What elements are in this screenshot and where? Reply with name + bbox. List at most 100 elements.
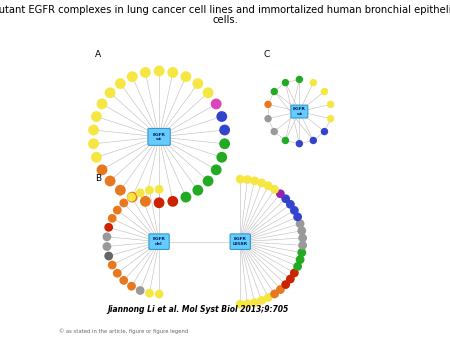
Circle shape xyxy=(103,233,111,241)
Circle shape xyxy=(264,182,273,190)
Circle shape xyxy=(127,192,138,202)
Circle shape xyxy=(270,128,278,135)
Circle shape xyxy=(154,197,165,208)
Circle shape xyxy=(296,76,303,83)
Circle shape xyxy=(155,290,163,298)
Circle shape xyxy=(180,192,191,202)
Text: C: C xyxy=(264,50,270,59)
Circle shape xyxy=(88,138,99,149)
Circle shape xyxy=(296,219,305,228)
Circle shape xyxy=(298,241,307,250)
Circle shape xyxy=(219,138,230,149)
Circle shape xyxy=(243,175,252,184)
Circle shape xyxy=(296,255,305,264)
Circle shape xyxy=(270,88,278,95)
Circle shape xyxy=(296,140,303,147)
Circle shape xyxy=(282,79,289,86)
Circle shape xyxy=(202,175,213,186)
Circle shape xyxy=(115,185,126,196)
Circle shape xyxy=(327,101,334,108)
Circle shape xyxy=(140,67,151,78)
Circle shape xyxy=(257,178,266,187)
Circle shape xyxy=(145,289,154,297)
Text: B: B xyxy=(95,173,101,183)
Circle shape xyxy=(193,185,203,196)
Circle shape xyxy=(257,296,266,305)
Circle shape xyxy=(136,188,144,197)
Circle shape xyxy=(104,251,113,260)
Circle shape xyxy=(115,78,126,89)
Circle shape xyxy=(211,165,221,175)
Circle shape xyxy=(108,214,117,223)
Circle shape xyxy=(105,175,116,186)
Circle shape xyxy=(298,234,307,242)
Circle shape xyxy=(91,111,102,122)
Circle shape xyxy=(264,293,273,302)
FancyBboxPatch shape xyxy=(291,105,308,118)
Circle shape xyxy=(286,200,295,209)
Circle shape xyxy=(167,196,178,207)
Text: EGFR
del: EGFR del xyxy=(153,237,166,246)
Circle shape xyxy=(103,242,111,251)
Circle shape xyxy=(250,298,259,307)
Text: Jiannong Li et al. Mol Syst Biol 2013;9:705: Jiannong Li et al. Mol Syst Biol 2013;9:… xyxy=(108,305,288,314)
FancyBboxPatch shape xyxy=(230,234,250,249)
Text: molecular: molecular xyxy=(371,303,410,312)
Circle shape xyxy=(293,213,302,221)
Circle shape xyxy=(250,176,259,185)
Text: A: A xyxy=(95,50,101,59)
Text: EGFR
wt: EGFR wt xyxy=(153,132,166,141)
Text: systems: systems xyxy=(374,311,406,320)
Circle shape xyxy=(290,268,299,277)
Circle shape xyxy=(236,300,245,309)
Text: EGFR
L858R: EGFR L858R xyxy=(233,237,248,246)
Circle shape xyxy=(270,185,279,194)
Circle shape xyxy=(136,286,144,295)
Circle shape xyxy=(293,262,302,271)
Circle shape xyxy=(113,269,122,277)
Circle shape xyxy=(276,285,285,294)
Circle shape xyxy=(282,137,289,144)
Circle shape xyxy=(202,88,213,98)
Circle shape xyxy=(97,164,108,175)
Circle shape xyxy=(321,88,328,95)
Circle shape xyxy=(154,66,165,76)
Circle shape xyxy=(127,193,136,201)
Circle shape xyxy=(264,101,272,108)
Circle shape xyxy=(236,175,245,184)
Circle shape xyxy=(88,125,99,136)
Circle shape xyxy=(127,71,138,82)
Circle shape xyxy=(119,198,128,207)
Circle shape xyxy=(243,299,252,308)
Circle shape xyxy=(145,186,154,195)
Circle shape xyxy=(119,276,128,285)
Text: biology: biology xyxy=(377,320,404,329)
Circle shape xyxy=(211,99,221,110)
Circle shape xyxy=(264,115,272,122)
Circle shape xyxy=(193,78,203,89)
Circle shape xyxy=(327,115,334,122)
Circle shape xyxy=(281,194,290,203)
Circle shape xyxy=(310,137,317,144)
Circle shape xyxy=(310,79,317,86)
Circle shape xyxy=(167,67,178,78)
Circle shape xyxy=(321,128,328,135)
Text: cells.: cells. xyxy=(212,15,238,25)
Circle shape xyxy=(297,248,306,257)
Circle shape xyxy=(113,206,122,215)
Circle shape xyxy=(97,99,108,110)
Circle shape xyxy=(281,280,290,289)
Text: © as stated in the article, figure or figure legend: © as stated in the article, figure or fi… xyxy=(59,328,189,334)
FancyBboxPatch shape xyxy=(148,128,170,145)
Circle shape xyxy=(286,274,295,283)
Circle shape xyxy=(216,152,227,163)
Circle shape xyxy=(216,111,227,122)
Circle shape xyxy=(290,206,299,215)
Circle shape xyxy=(270,290,279,298)
Circle shape xyxy=(155,185,163,194)
Circle shape xyxy=(140,196,151,207)
Circle shape xyxy=(91,152,102,163)
Circle shape xyxy=(127,282,136,291)
Circle shape xyxy=(180,71,191,82)
FancyBboxPatch shape xyxy=(149,234,169,249)
